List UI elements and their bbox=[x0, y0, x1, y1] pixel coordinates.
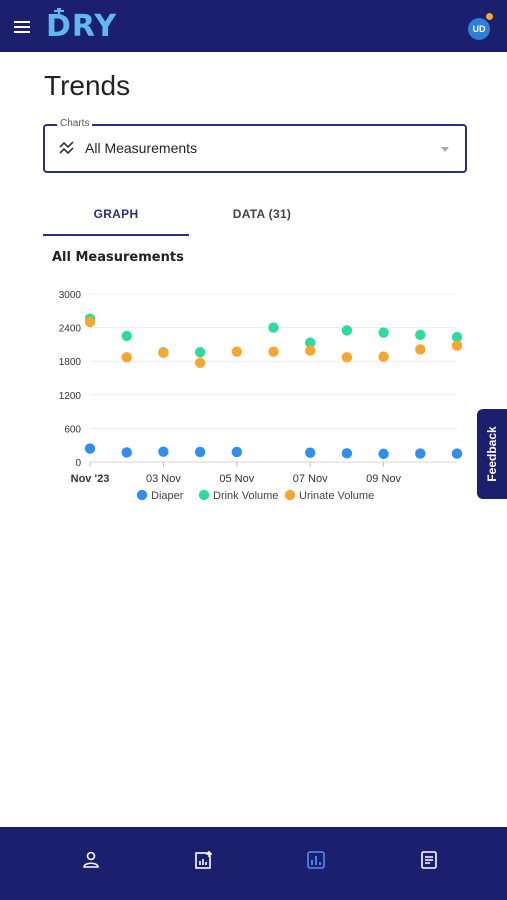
data-point-urinate-volume bbox=[305, 345, 316, 356]
data-point-drink-volume bbox=[305, 337, 316, 348]
add-chart-icon bbox=[195, 851, 212, 869]
faucet-icon bbox=[54, 8, 64, 16]
tab-graph[interactable]: GRAPH bbox=[43, 200, 189, 236]
legend-marker bbox=[284, 489, 296, 501]
data-point-urinate-volume bbox=[378, 351, 389, 362]
data-point-diaper bbox=[121, 447, 132, 458]
app-logo[interactable]: DRY bbox=[46, 8, 118, 44]
data-point-diaper bbox=[231, 446, 242, 458]
top-app-bar: DRY UD bbox=[0, 0, 507, 52]
data-point-drink-volume bbox=[415, 329, 426, 341]
logo-text: DRY bbox=[46, 9, 118, 44]
data-point-urinate-volume bbox=[194, 357, 206, 369]
data-point-diaper bbox=[341, 448, 353, 459]
x-tick-label: 03 Nov bbox=[146, 473, 181, 485]
feedback-label: Feedback bbox=[485, 426, 499, 482]
data-point-drink-volume bbox=[268, 322, 279, 333]
data-point-diaper bbox=[451, 448, 463, 459]
y-tick-label: 1800 bbox=[59, 357, 82, 368]
measurements-chart: 0 600 1200 1800 2400 3000 Nov '23 03 Nov 05 Nov 0… bbox=[59, 290, 463, 502]
x-tick-label: 05 Nov bbox=[219, 473, 254, 485]
data-point-diaper bbox=[415, 448, 426, 459]
page-title: Trends bbox=[44, 70, 131, 101]
data-point-drink-volume bbox=[341, 325, 353, 336]
bar-chart-icon bbox=[307, 851, 325, 869]
bottom-navigation bbox=[0, 827, 507, 900]
legend-marker bbox=[198, 489, 210, 501]
y-tick-label: 0 bbox=[75, 458, 81, 469]
feedback-button[interactable]: Feedback bbox=[477, 409, 507, 499]
trending-icon bbox=[59, 141, 74, 155]
menu-icon[interactable] bbox=[14, 18, 34, 34]
y-tick-label: 600 bbox=[64, 424, 81, 435]
legend-label: Drink Volume bbox=[213, 490, 278, 502]
data-point-urinate-volume bbox=[415, 344, 426, 355]
legend-marker bbox=[136, 489, 148, 501]
x-tick-label: 09 Nov bbox=[366, 473, 401, 485]
data-point-diaper bbox=[158, 446, 169, 457]
nav-notes[interactable] bbox=[418, 849, 440, 871]
y-tick-label: 1200 bbox=[59, 391, 82, 402]
data-point-drink-volume bbox=[451, 331, 463, 343]
data-point-drink-volume bbox=[121, 330, 132, 342]
view-tabs: GRAPH DATA (31) bbox=[43, 200, 335, 236]
nav-trends[interactable] bbox=[305, 849, 327, 871]
tab-data[interactable]: DATA (31) bbox=[232, 207, 292, 221]
avatar[interactable]: UD bbox=[468, 18, 490, 40]
chevron-down-icon bbox=[441, 147, 449, 152]
person-icon bbox=[83, 851, 99, 868]
data-point-diaper bbox=[378, 448, 389, 460]
notes-icon bbox=[421, 851, 437, 869]
data-point-drink-volume bbox=[194, 347, 206, 358]
nav-profile[interactable] bbox=[80, 849, 102, 871]
chart-title: All Measurements bbox=[52, 250, 184, 265]
data-point-drink-volume bbox=[378, 327, 389, 338]
data-point-urinate-volume bbox=[268, 346, 279, 357]
y-tick-label: 3000 bbox=[59, 290, 82, 301]
legend-label: Diaper bbox=[151, 490, 184, 502]
data-point-urinate-volume bbox=[451, 340, 463, 351]
data-point-urinate-volume bbox=[121, 352, 132, 363]
x-tick-label: Nov '23 bbox=[71, 473, 110, 485]
y-tick-label: 2400 bbox=[59, 324, 82, 335]
x-tick-label: 07 Nov bbox=[293, 473, 328, 485]
charts-select-value: All Measurements bbox=[85, 140, 198, 156]
data-point-urinate-volume bbox=[158, 347, 169, 358]
data-point-urinate-volume bbox=[231, 346, 242, 357]
data-point-diaper bbox=[194, 446, 206, 458]
charts-select-label: Charts bbox=[57, 118, 93, 129]
legend-label: Urinate Volume bbox=[299, 490, 374, 502]
notification-dot bbox=[486, 13, 493, 20]
data-point-diaper bbox=[84, 443, 96, 454]
data-point-urinate-volume bbox=[341, 352, 353, 363]
charts-select[interactable]: Charts All Measurements bbox=[43, 118, 467, 173]
data-point-diaper bbox=[305, 447, 316, 458]
data-point-urinate-volume bbox=[84, 316, 96, 328]
nav-add-measurement[interactable] bbox=[193, 849, 215, 871]
